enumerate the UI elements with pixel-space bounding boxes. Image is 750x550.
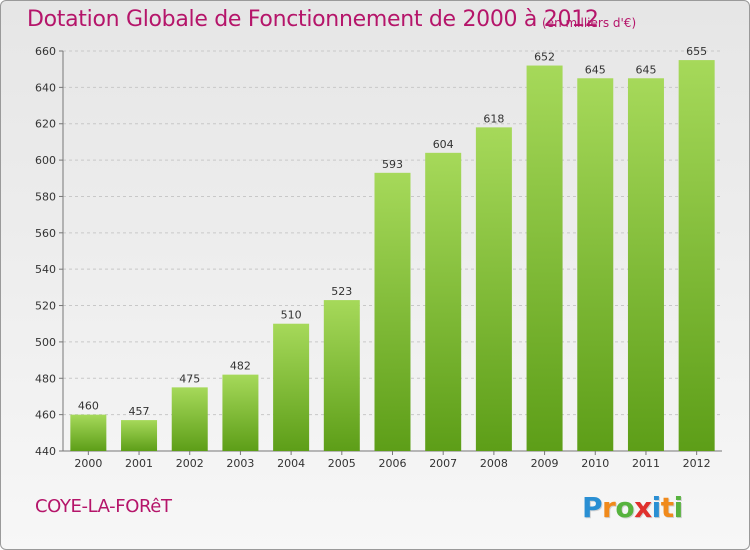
bar-value-label: 460 <box>78 400 99 413</box>
x-tick-label: 2000 <box>74 457 102 470</box>
bar-value-label: 475 <box>179 372 200 385</box>
x-tick-label: 2003 <box>226 457 254 470</box>
x-tick-label: 2012 <box>683 457 711 470</box>
y-tick-label: 620 <box>35 118 56 131</box>
chart-title: Dotation Globale de Fonctionnement de 20… <box>27 7 599 32</box>
logo-letter: P <box>582 491 603 524</box>
commune-name: COYE-LA-FORêT <box>35 496 172 517</box>
bar-value-label: 652 <box>534 51 555 64</box>
x-tick-label: 2001 <box>125 457 153 470</box>
logo-letter: t <box>660 491 674 524</box>
y-tick-label: 660 <box>35 45 56 58</box>
bar-value-label: 593 <box>382 158 403 171</box>
chart-unit: (en milliers d'€) <box>542 16 637 30</box>
y-tick-label: 640 <box>35 81 56 94</box>
x-tick-label: 2009 <box>531 457 559 470</box>
bar <box>678 60 715 451</box>
bar <box>475 127 512 451</box>
bar <box>222 374 259 451</box>
bar <box>425 152 462 451</box>
x-tick-label: 2011 <box>632 457 660 470</box>
logo-letter: r <box>602 491 616 524</box>
x-tick-label: 2006 <box>379 457 407 470</box>
y-tick-label: 580 <box>35 190 56 203</box>
bar-value-label: 645 <box>635 63 656 76</box>
y-tick-label: 480 <box>35 372 56 385</box>
logo-letter: i <box>651 491 662 524</box>
x-tick-label: 2002 <box>176 457 204 470</box>
proxiti-logo: Proxiti <box>582 491 683 524</box>
bar <box>374 172 411 451</box>
logo-letter: i <box>673 491 684 524</box>
bar-value-label: 655 <box>686 45 707 58</box>
logo-letter: x <box>634 491 652 524</box>
x-tick-label: 2010 <box>581 457 609 470</box>
x-tick-label: 2007 <box>429 457 457 470</box>
bar-value-label: 523 <box>331 285 352 298</box>
bar-value-label: 510 <box>281 309 302 322</box>
y-tick-label: 500 <box>35 336 56 349</box>
bar <box>273 323 310 451</box>
bar <box>627 78 664 451</box>
x-tick-label: 2004 <box>277 457 305 470</box>
bar <box>171 387 208 451</box>
logo-letter: o <box>615 491 635 524</box>
x-tick-label: 2005 <box>328 457 356 470</box>
bar-value-label: 645 <box>585 63 606 76</box>
bar <box>577 78 614 451</box>
bar-value-label: 604 <box>433 138 454 151</box>
y-tick-label: 600 <box>35 154 56 167</box>
y-tick-label: 440 <box>35 445 56 458</box>
y-tick-label: 560 <box>35 227 56 240</box>
bar-value-label: 482 <box>230 360 251 373</box>
x-tick-label: 2008 <box>480 457 508 470</box>
bar-value-label: 618 <box>483 112 504 125</box>
y-tick-label: 540 <box>35 263 56 276</box>
bar <box>323 300 360 451</box>
bar <box>121 420 158 451</box>
bar <box>526 65 563 451</box>
y-tick-label: 460 <box>35 409 56 422</box>
bar-value-label: 457 <box>129 405 150 418</box>
bar <box>70 414 107 451</box>
y-tick-label: 520 <box>35 300 56 313</box>
